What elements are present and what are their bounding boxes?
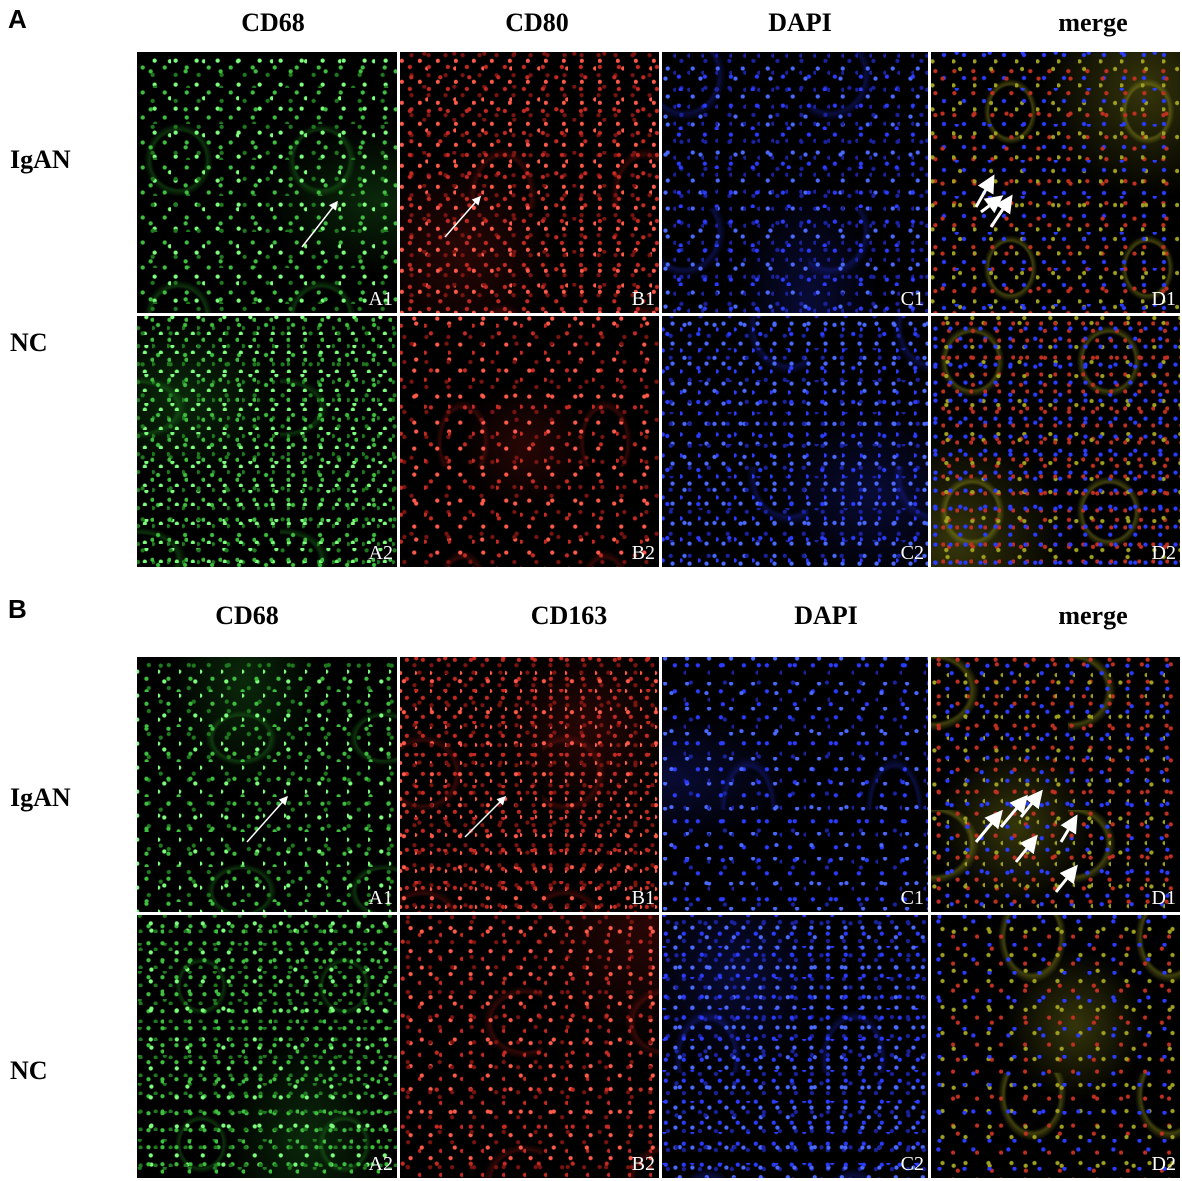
micrograph: B2 <box>400 316 659 567</box>
tile-label: D1 <box>1151 887 1176 909</box>
tile-label: B2 <box>631 542 655 564</box>
tile-label: B1 <box>631 887 655 909</box>
micrograph: A1 <box>137 52 397 313</box>
arrow <box>444 195 481 238</box>
arrows <box>464 795 507 838</box>
arrow <box>974 809 1003 843</box>
arrow <box>246 795 288 843</box>
column-header: CD80 <box>505 8 569 37</box>
arrow <box>999 794 1028 828</box>
row-label: IgAN <box>10 145 71 174</box>
tile-label: C2 <box>900 1153 924 1175</box>
arrow <box>989 194 1013 228</box>
micrograph: C2 <box>662 915 928 1178</box>
tile-label: B2 <box>631 1153 655 1175</box>
arrows <box>444 195 481 238</box>
panel-label: A <box>8 4 27 34</box>
tile-label: A2 <box>368 542 393 564</box>
arrows <box>301 200 338 248</box>
micrograph: C1 <box>662 657 928 912</box>
tile-label: C1 <box>900 887 924 909</box>
arrow <box>1059 814 1078 843</box>
micrograph: D1 <box>931 657 1180 912</box>
row-label: NC <box>10 1056 48 1085</box>
arrow <box>974 174 995 208</box>
micrograph: A1 <box>137 657 397 912</box>
micrograph: A2 <box>137 316 397 567</box>
micrograph: B1 <box>400 52 659 313</box>
column-header: merge <box>1058 601 1128 630</box>
micrograph: B1 <box>400 657 659 912</box>
tile-label: D2 <box>1151 542 1176 564</box>
micrograph: C2 <box>662 316 928 567</box>
tile-label: D2 <box>1151 1153 1176 1175</box>
panel-label: B <box>8 594 27 624</box>
arrow <box>1054 864 1078 893</box>
tile-label: A2 <box>368 1153 393 1175</box>
arrow <box>1014 834 1038 863</box>
column-header: CD68 <box>215 601 279 630</box>
micrograph: B2 <box>400 915 659 1178</box>
micrograph: D2 <box>931 915 1180 1178</box>
tile-label: D1 <box>1151 288 1176 310</box>
row-label: NC <box>10 328 48 357</box>
micrograph: C1 <box>662 52 928 313</box>
micrograph: A2 <box>137 915 397 1178</box>
arrow <box>464 795 507 838</box>
column-header: merge <box>1058 8 1128 37</box>
arrow <box>301 200 338 248</box>
column-header: CD68 <box>241 8 305 37</box>
column-header: DAPI <box>794 601 858 630</box>
tile-label: A1 <box>368 288 393 310</box>
arrow <box>1019 789 1043 818</box>
tile-label: B1 <box>631 288 655 310</box>
row-label: IgAN <box>10 783 71 812</box>
arrows <box>974 789 1078 893</box>
arrow <box>980 195 1004 214</box>
micrograph: D2 <box>931 316 1180 567</box>
micrograph: D1 <box>931 52 1180 313</box>
arrows <box>974 174 1013 228</box>
column-header: DAPI <box>768 8 832 37</box>
tile-label: A1 <box>368 887 393 909</box>
tile-label: C2 <box>900 542 924 564</box>
tile-label: C1 <box>900 288 924 310</box>
column-header: CD163 <box>530 601 608 630</box>
arrows <box>246 795 288 843</box>
